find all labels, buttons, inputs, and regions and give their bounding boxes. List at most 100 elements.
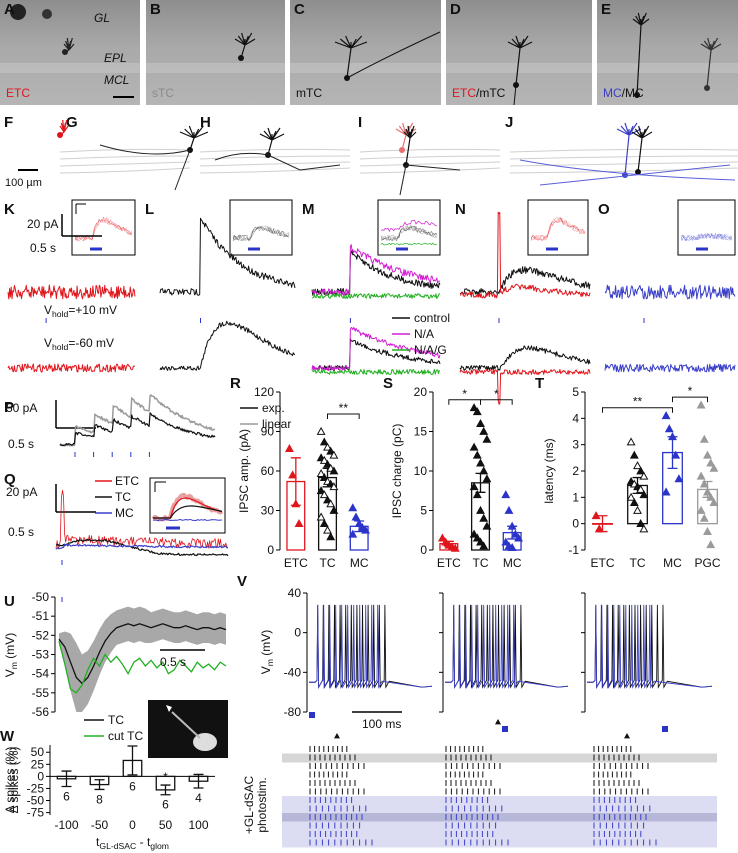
trace bbox=[680, 233, 733, 242]
trace bbox=[380, 225, 438, 242]
spike-raster bbox=[593, 746, 632, 752]
layer-line bbox=[359, 155, 501, 160]
x-tick-label: PGC bbox=[694, 556, 720, 570]
data-point bbox=[294, 519, 304, 528]
data-point bbox=[323, 459, 332, 468]
spike-raster bbox=[593, 822, 645, 829]
error-bar bbox=[127, 745, 138, 776]
error-band bbox=[59, 606, 226, 712]
inset-frame bbox=[149, 477, 226, 534]
y-tick-label: -56 bbox=[32, 705, 50, 719]
y-tick-label: 0 bbox=[294, 626, 301, 640]
layer-line bbox=[359, 148, 501, 153]
vhold-label-part: V bbox=[44, 336, 52, 350]
data-point bbox=[633, 461, 642, 470]
layer-line bbox=[509, 167, 738, 174]
spike-raster bbox=[445, 822, 497, 829]
data-point bbox=[626, 492, 636, 501]
data-point bbox=[329, 466, 339, 475]
vhold-label-part: V bbox=[44, 303, 52, 317]
spike-raster bbox=[309, 814, 363, 820]
spike-raster bbox=[309, 763, 365, 769]
data-point bbox=[482, 521, 492, 530]
error-bar bbox=[193, 773, 204, 789]
artifact bbox=[10, 4, 26, 20]
y-tick-label: 2 bbox=[572, 464, 579, 478]
n-label: 6 bbox=[129, 779, 136, 793]
artifact bbox=[42, 9, 52, 19]
panel-letter: N bbox=[455, 201, 466, 218]
data-point bbox=[469, 442, 479, 451]
trace bbox=[7, 363, 136, 373]
micrograph bbox=[290, 0, 441, 105]
trace bbox=[680, 233, 733, 241]
trace bbox=[380, 242, 438, 246]
trace bbox=[232, 226, 290, 241]
data-point bbox=[323, 525, 332, 534]
axon bbox=[513, 84, 517, 106]
trace bbox=[55, 543, 229, 550]
panel-letter: H bbox=[200, 114, 211, 131]
y-axis-label: Δ spikes (%) bbox=[3, 747, 17, 814]
spike-raster bbox=[593, 763, 649, 769]
panel-letter: L bbox=[145, 201, 154, 218]
x-axis-label-part: - t bbox=[136, 835, 151, 849]
y-tick-label: 0 bbox=[37, 769, 44, 783]
data-point bbox=[319, 490, 329, 499]
spike-raster bbox=[309, 771, 348, 778]
significance-bracket bbox=[480, 399, 513, 405]
x-axis-label: tGL-dSAC - tglom bbox=[96, 835, 169, 851]
y-tick-label: -40 bbox=[284, 665, 302, 679]
data-point bbox=[709, 463, 719, 472]
layer-line bbox=[199, 167, 351, 174]
trace bbox=[680, 232, 733, 241]
panel-letter: G bbox=[66, 114, 78, 131]
panel-letter: E bbox=[601, 1, 611, 18]
spike-raster bbox=[445, 831, 494, 837]
voltage-trace bbox=[309, 604, 433, 689]
layer-line bbox=[59, 161, 191, 167]
y-tick-label: 10 bbox=[414, 464, 428, 478]
x-tick-label: MC bbox=[503, 556, 522, 570]
significance: * bbox=[163, 770, 168, 784]
photo-arrow bbox=[166, 705, 172, 712]
spike-raster bbox=[593, 839, 657, 846]
data-point bbox=[326, 532, 336, 541]
photostim-band bbox=[560, 830, 717, 839]
layer-line bbox=[509, 155, 738, 160]
panel-letter: F bbox=[4, 114, 13, 131]
trace bbox=[74, 219, 133, 242]
y-axis-label-part: V bbox=[259, 666, 273, 674]
significance: ** bbox=[633, 395, 643, 409]
y-tick-label: 20 bbox=[414, 385, 428, 399]
error-bar bbox=[94, 779, 105, 791]
inset-frame bbox=[527, 199, 589, 256]
data-point bbox=[316, 426, 326, 435]
data-point bbox=[329, 482, 339, 491]
photo-dendrite bbox=[171, 711, 201, 739]
data-point bbox=[706, 458, 716, 467]
trace bbox=[311, 244, 441, 296]
data-point bbox=[706, 492, 716, 501]
data-point bbox=[703, 487, 712, 496]
panel-letter: J bbox=[505, 114, 513, 131]
trace bbox=[74, 216, 133, 242]
vhold-label-part: hold bbox=[52, 309, 69, 319]
data-point bbox=[696, 471, 706, 480]
n-label: 6 bbox=[63, 790, 70, 804]
scale-label: 0.5 s bbox=[8, 437, 34, 451]
axon bbox=[519, 159, 736, 186]
data-point bbox=[479, 541, 489, 550]
spike-raster bbox=[445, 839, 509, 846]
layer-line bbox=[199, 148, 351, 153]
spike-raster bbox=[593, 780, 640, 786]
data-point bbox=[504, 505, 514, 514]
legend-label: TC bbox=[108, 713, 124, 727]
photostim-band bbox=[418, 830, 573, 839]
neuron bbox=[179, 125, 209, 151]
spike-raster bbox=[445, 805, 503, 812]
neuron bbox=[700, 37, 722, 89]
spike-raster bbox=[593, 797, 637, 803]
trace bbox=[530, 217, 586, 241]
